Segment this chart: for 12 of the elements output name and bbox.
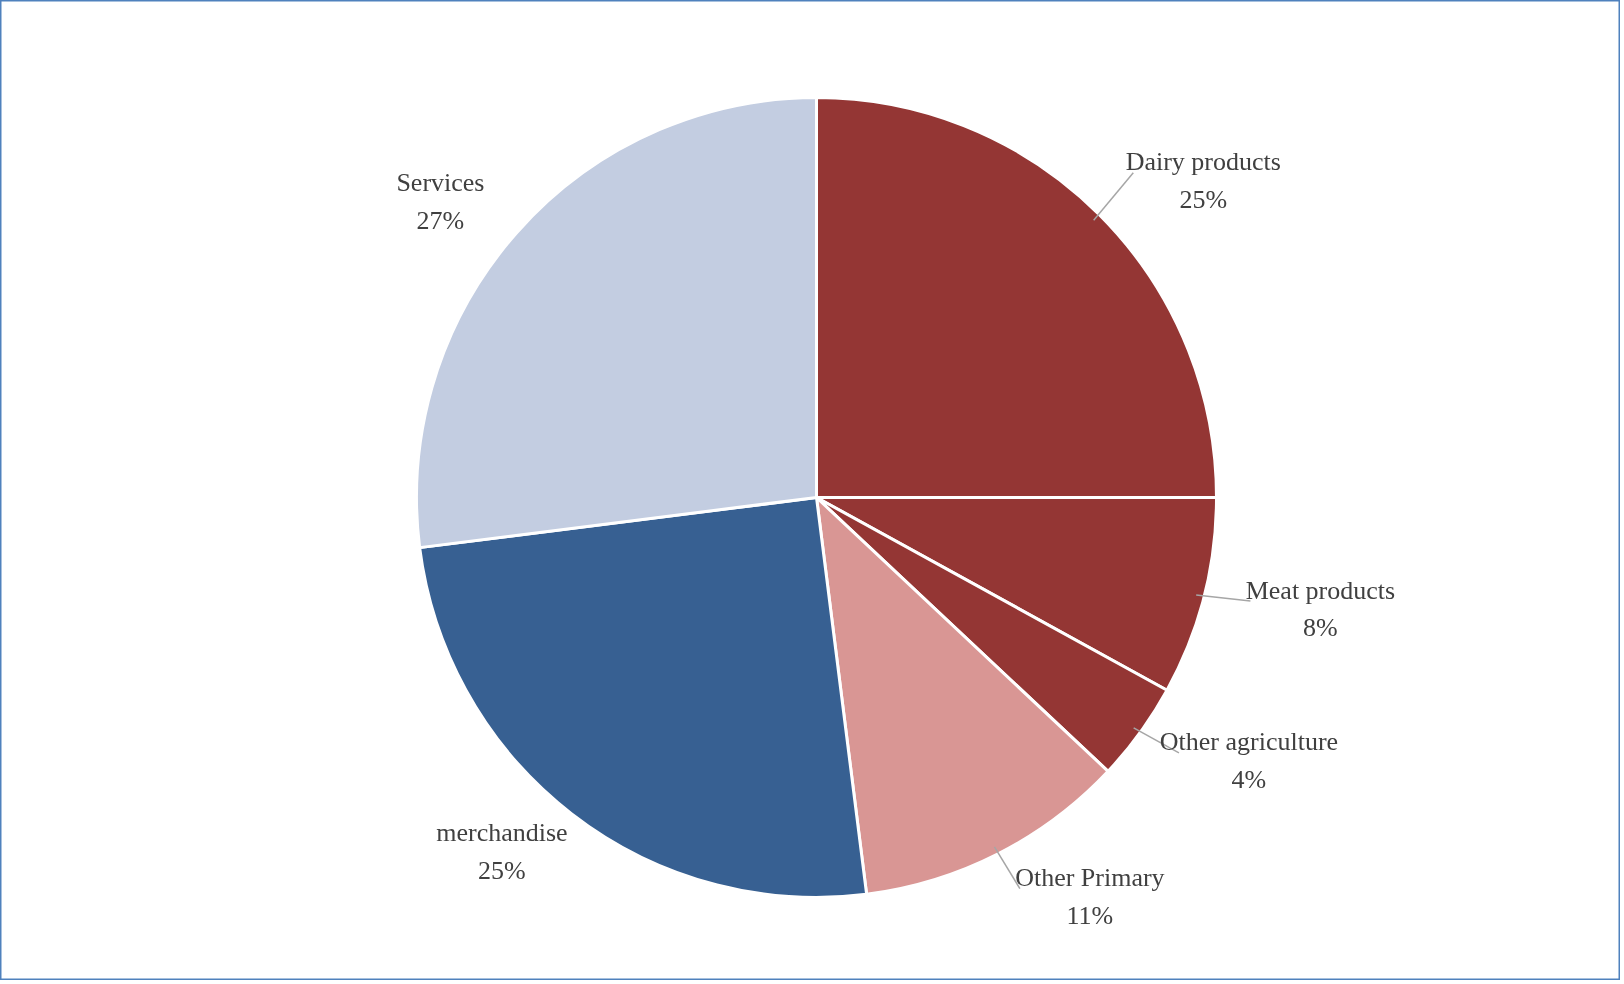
slice-label: Meat products: [1245, 575, 1396, 605]
slice-label: Services: [396, 167, 485, 197]
slice-label: Other agriculture: [1159, 727, 1339, 757]
slice-label: Dairy products: [1125, 147, 1281, 177]
data-label: 8%: [1303, 613, 1338, 643]
slice-label: merchandise: [436, 818, 568, 848]
data-label: 27%: [416, 205, 465, 235]
data-label: 11%: [1066, 901, 1114, 931]
data-label: 25%: [1179, 185, 1228, 215]
data-label: 25%: [478, 855, 526, 885]
data-label: 4%: [1231, 765, 1267, 795]
slice-label: Other Primary: [1015, 863, 1165, 893]
